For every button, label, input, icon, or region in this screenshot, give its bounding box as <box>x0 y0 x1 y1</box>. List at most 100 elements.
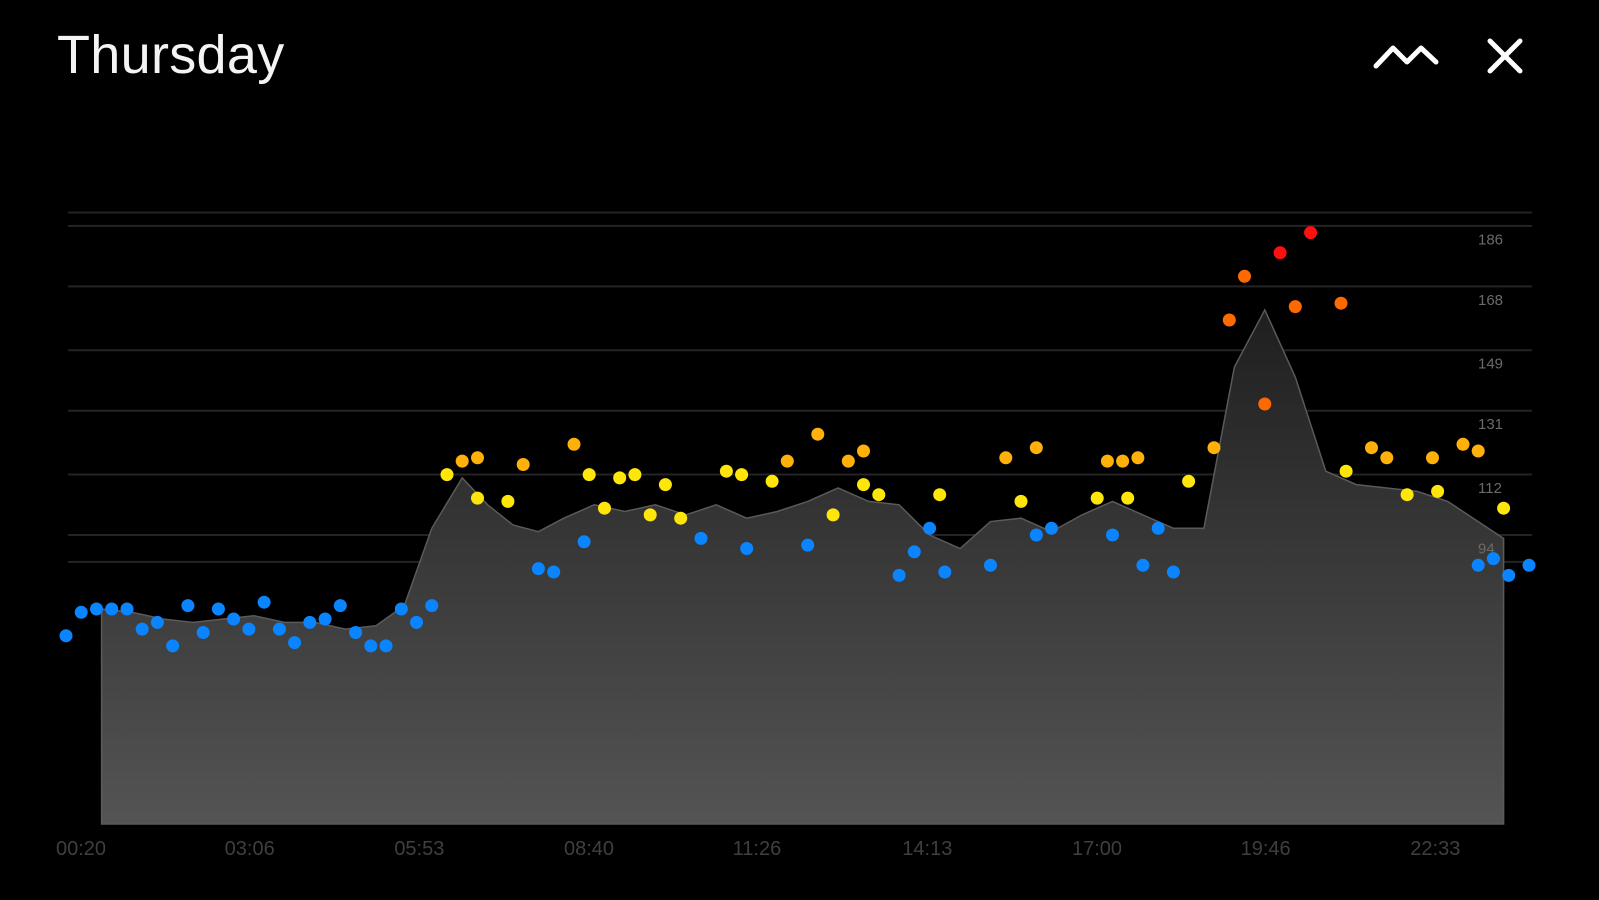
data-point-low <box>379 639 393 653</box>
data-point-low <box>425 599 439 613</box>
x-tick-label: 00:20 <box>56 838 106 860</box>
data-point-high <box>1288 300 1302 314</box>
data-point-low <box>938 565 952 579</box>
data-point-moderate <box>1339 464 1353 478</box>
data-point-elevated <box>1029 441 1043 455</box>
data-points <box>59 226 1536 653</box>
data-point-low <box>1029 528 1043 542</box>
data-point-low <box>394 602 408 616</box>
data-point-peak <box>1304 226 1318 240</box>
data-point-elevated <box>516 458 530 471</box>
data-point-moderate <box>628 468 642 482</box>
data-point-elevated <box>1116 454 1130 468</box>
x-tick-label: 19:46 <box>1241 838 1291 860</box>
data-point-moderate <box>613 471 627 485</box>
y-tick-label: 131 <box>1478 416 1503 433</box>
data-point-low <box>923 521 937 535</box>
data-point-low <box>303 615 317 629</box>
data-point-low <box>1045 521 1058 535</box>
data-point-elevated <box>1207 441 1221 455</box>
data-point-moderate <box>658 478 672 492</box>
data-point-low <box>1166 565 1180 579</box>
trend-area-path <box>100 308 1505 825</box>
data-point-low <box>227 612 241 626</box>
data-point-low <box>211 602 225 616</box>
x-tick-label: 11:26 <box>733 838 782 860</box>
data-point-high <box>1258 397 1272 411</box>
data-point-moderate <box>1121 491 1135 505</box>
data-point-elevated <box>1380 451 1394 465</box>
data-point-low <box>59 629 73 643</box>
data-point-low <box>364 639 378 653</box>
data-point-low <box>1471 558 1485 572</box>
trend-line-icon <box>1373 45 1439 69</box>
data-point-moderate <box>582 468 596 482</box>
data-point-low <box>1151 521 1165 535</box>
data-point-low <box>907 545 921 559</box>
close-button[interactable] <box>1478 30 1532 82</box>
data-point-elevated <box>1365 441 1378 455</box>
data-point-elevated <box>1131 451 1145 465</box>
data-point-elevated <box>455 454 469 468</box>
data-point-low <box>105 602 119 616</box>
data-point-moderate <box>765 474 779 488</box>
data-point-low <box>547 565 561 579</box>
data-point-moderate <box>674 511 688 525</box>
data-point-low <box>333 599 347 613</box>
x-tick-label: 03:06 <box>225 838 275 860</box>
data-point-elevated <box>471 451 484 465</box>
data-point-low <box>135 622 149 636</box>
data-point-low <box>257 595 271 609</box>
data-point-low <box>694 531 708 545</box>
data-point-elevated <box>1471 444 1485 458</box>
data-point-high <box>1222 313 1236 327</box>
y-tick-label: 186 <box>1478 231 1503 248</box>
data-point-low <box>410 615 423 629</box>
data-point-moderate <box>598 501 611 515</box>
y-tick-label: 149 <box>1478 356 1503 373</box>
data-point-elevated <box>1456 437 1470 451</box>
data-point-peak <box>1273 246 1287 260</box>
x-tick-label: 14:13 <box>902 838 952 860</box>
data-point-elevated <box>999 451 1013 465</box>
data-point-moderate <box>1182 474 1196 488</box>
data-point-low <box>577 535 591 549</box>
data-point-low <box>90 602 103 616</box>
data-point-low <box>1486 552 1500 566</box>
close-icon <box>1487 38 1523 74</box>
data-point-elevated <box>567 437 581 451</box>
data-point-moderate <box>471 491 484 505</box>
data-point-low <box>242 622 256 636</box>
data-point-high <box>1334 296 1348 310</box>
data-point-low <box>181 599 195 613</box>
y-tick-label: 168 <box>1478 292 1503 309</box>
data-point-elevated <box>780 454 794 468</box>
data-point-moderate <box>826 508 840 522</box>
x-tick-label: 08:40 <box>564 838 614 860</box>
data-point-low <box>1106 528 1119 542</box>
data-point-low <box>531 562 545 576</box>
data-point-low <box>984 558 997 572</box>
trend-toggle-button[interactable] <box>1373 30 1439 82</box>
data-point-low <box>150 615 164 629</box>
data-point-elevated <box>1426 451 1439 465</box>
data-point-moderate <box>501 494 515 508</box>
data-point-low <box>74 605 88 619</box>
data-point-moderate <box>1497 501 1511 515</box>
data-point-low <box>1522 558 1536 572</box>
data-point-low <box>166 639 180 653</box>
page-title: Thursday <box>57 25 285 85</box>
x-tick-label: 05:53 <box>394 838 444 860</box>
data-point-moderate <box>643 508 657 522</box>
data-point-low <box>120 602 134 616</box>
data-point-elevated <box>1100 454 1114 468</box>
data-point-moderate <box>872 488 886 502</box>
data-point-low <box>801 538 815 552</box>
y-tick-label: 112 <box>1478 480 1502 497</box>
data-point-low <box>349 626 363 639</box>
data-point-moderate <box>933 488 947 502</box>
x-axis-ticks: 00:20 03:06 05:53 08:40 11:26 14:13 17:00 19:46… <box>56 838 1460 860</box>
data-point-low <box>1502 568 1516 582</box>
